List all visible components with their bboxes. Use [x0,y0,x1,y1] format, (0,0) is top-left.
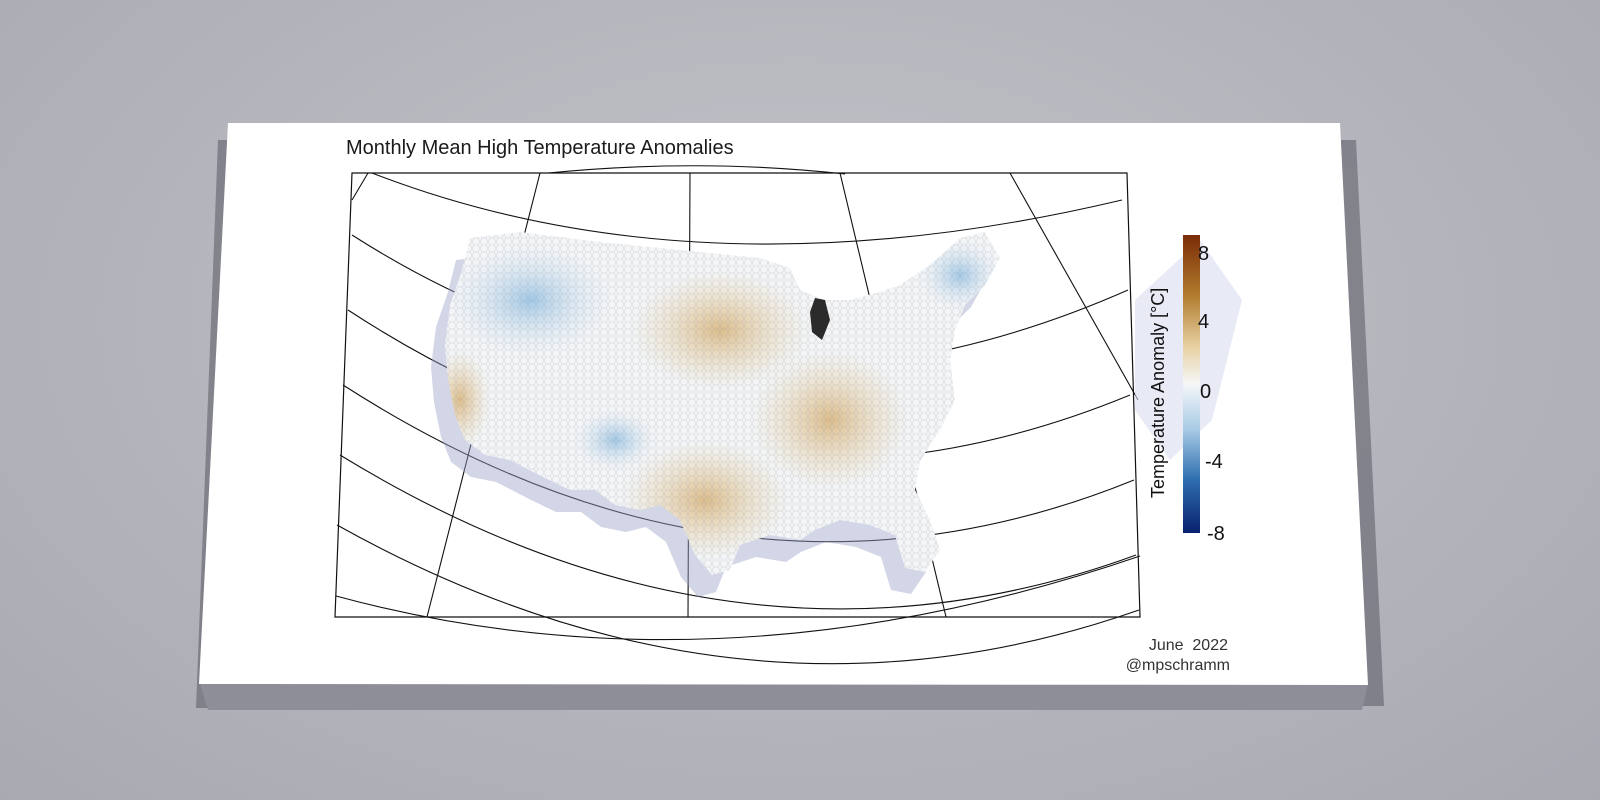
graticule-arc [335,555,1141,641]
colorbar [1183,235,1200,533]
colorbar-tick: -8 [1207,523,1225,545]
board-edge [200,684,1368,710]
colorbar-label: Temperature Anomaly [°C] [1148,288,1168,498]
colorbar-tick: 8 [1198,243,1209,265]
graticule-parallel [339,454,1137,610]
graticule-meridian [1009,172,1139,401]
map-title: Monthly Mean High Temperature Anomalies [346,137,734,159]
graticule-arcs [335,165,1141,641]
date-label: June 2022 [1149,637,1228,654]
us-anomaly-map [445,232,1000,575]
graticule-arc [547,165,846,175]
colorbar-tick: 4 [1198,311,1209,333]
colorbar-tick: 0 [1200,381,1211,403]
graticule-meridian [351,172,369,201]
credit-label: @mpschramm [1126,657,1230,674]
colorbar-tick: -4 [1205,451,1223,473]
lake-shadow [810,298,830,340]
graticule-parallel [371,172,1123,245]
graticule-parallel [336,524,1140,665]
